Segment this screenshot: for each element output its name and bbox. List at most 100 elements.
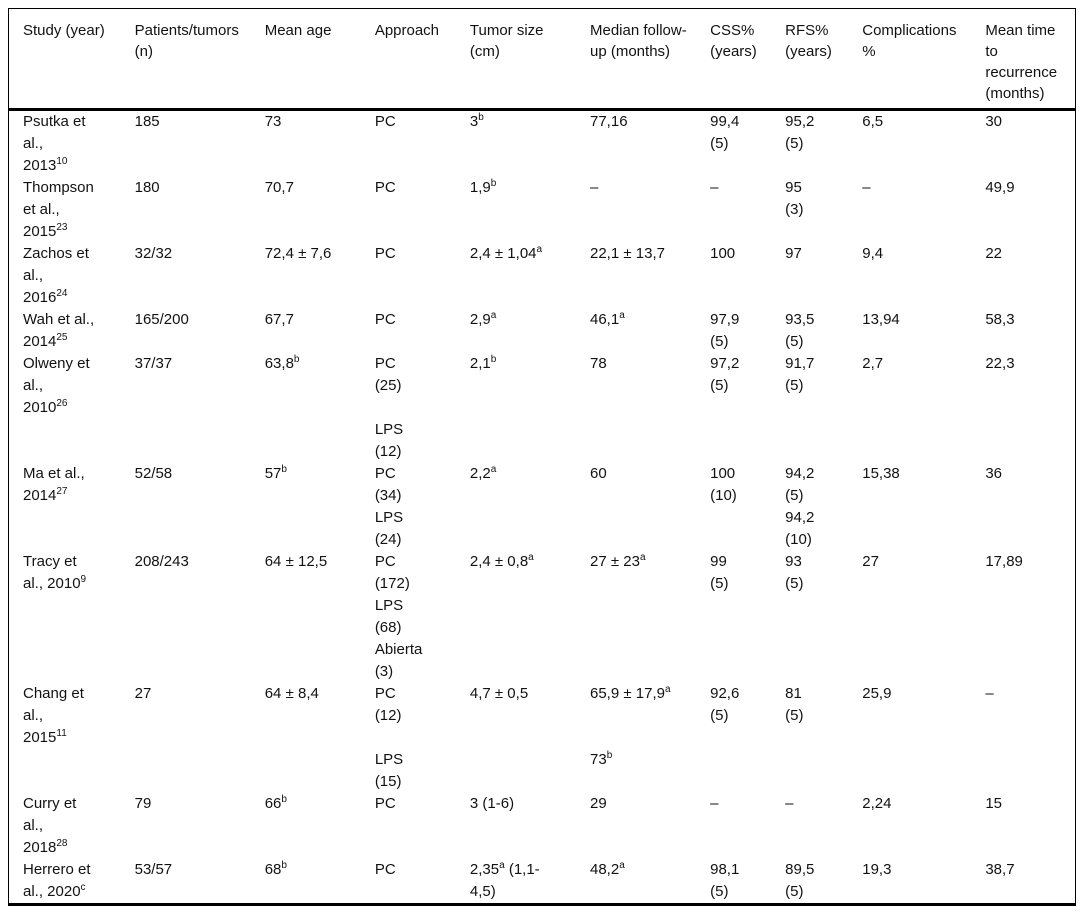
table-row: Thompson et al., 201523 180 70,7 PC 1,9b – –95 (3… (9, 177, 1076, 243)
cell-line: (5) (710, 575, 729, 592)
cell-line: (5) (710, 333, 729, 350)
cell-line: 99 (710, 553, 727, 570)
cell-line: 201511 (23, 728, 67, 747)
table-row: Zachos et al., 201624 32/32 72,4 ± 7,6 PC 2,4 … (9, 243, 1076, 309)
cell-patients: 180 (135, 177, 265, 243)
cell-line: to (985, 43, 998, 60)
cell-line: (5) (710, 135, 729, 152)
cell-line: (5) (785, 707, 804, 724)
cell-line: 201523 (23, 222, 68, 241)
cell-line: Median follow- (590, 22, 687, 39)
cell-line: Abierta (374, 641, 423, 658)
cell-line: 65,9 ± 17,9a (590, 684, 671, 703)
cell-line: (5) (710, 377, 729, 394)
cell-line: 94,2 (785, 509, 815, 526)
cell-rfs: 95,2 (5) (785, 110, 862, 178)
cell-complications: 2,7 (862, 353, 985, 463)
cell-line: 49,9 (985, 179, 1015, 196)
superscript: b (490, 354, 497, 365)
cell-line: (years) (710, 43, 757, 60)
cell-line: Tracy et (23, 553, 77, 570)
superscript: b (281, 860, 287, 871)
cell-line: (5) (785, 333, 804, 350)
cell-approach: PC (25) LPS (12) (375, 353, 470, 463)
cell-patients: 32/32 (135, 243, 265, 309)
cell-line: 15 (985, 795, 1003, 812)
cell-line: 1,9b (469, 178, 497, 197)
cell-line: (5) (785, 575, 804, 592)
cell-line: 30 (985, 113, 1003, 130)
cell-line: 81 (785, 685, 802, 702)
cell-approach: PC (375, 793, 470, 859)
cell-rfs: 89,5 (5) (785, 859, 862, 905)
cell-study: Zachos et al., 201624 (9, 243, 135, 309)
cell-mean_age: 68b (265, 859, 375, 905)
cell-tumor_size: 2,2a (470, 463, 590, 551)
superscript: b (281, 464, 287, 475)
cell-line: 4,7 ± 0,5 (469, 685, 529, 702)
cell-line: 201026 (23, 398, 68, 417)
cell-line: PC (374, 795, 396, 812)
superscript: a (490, 310, 497, 321)
cell-line: 2,1b (469, 354, 497, 373)
cell-line: Curry et (23, 795, 77, 812)
cell-line: (25) (374, 377, 402, 394)
cell-line: 95 (785, 179, 802, 196)
cell-complications: 25,9 (862, 683, 985, 793)
cell-line: (cm) (469, 43, 500, 60)
cell-line: LPS (374, 751, 404, 768)
cell-rfs: – (785, 793, 862, 859)
cell-line: up (months) (590, 43, 671, 60)
cell-line: 57b (264, 464, 287, 483)
column-header-study: Study (year) (8, 8, 135, 111)
cell-approach: PC (12) LPS (15) (375, 683, 470, 793)
superscript: 10 (56, 156, 68, 167)
cell-complications: 13,94 (862, 309, 985, 353)
cell-line: 2,2a (469, 464, 497, 483)
cell-line: 52/58 (134, 465, 173, 482)
cell-line: 25,9 (862, 685, 892, 702)
cell-approach: PC (375, 110, 470, 178)
cell-line: 97,2 (710, 355, 740, 372)
cell-line: 201828 (23, 838, 68, 857)
cell-study: Chang et al., 201511 (9, 683, 135, 793)
cell-approach: PC (34) LPS (24) (375, 463, 470, 551)
cell-line: al., (23, 707, 44, 724)
cell-study: Thompson et al., 201523 (9, 177, 135, 243)
cell-line: PC (374, 355, 396, 372)
cell-line (590, 705, 702, 727)
cell-line: al., (23, 135, 44, 152)
cell-rfs: 81 (5) (785, 683, 862, 793)
cell-follow_up: 27 ± 23a (590, 551, 710, 683)
cell-line: 94,2 (785, 465, 815, 482)
cell-tumor_size: 2,4 ± 1,04a (470, 243, 590, 309)
cell-line: 48,2a (590, 860, 625, 879)
cell-line: 93,5 (785, 311, 815, 328)
cell-approach: PC (375, 177, 470, 243)
cell-line: Approach (374, 22, 440, 39)
cell-line: 66b (264, 794, 287, 813)
cell-line: 97,9 (710, 311, 740, 328)
column-header-recurrence_time: Mean time to recurrence (months) (985, 8, 1076, 111)
cell-line: 36 (985, 465, 1003, 482)
cell-complications: 27 (862, 551, 985, 683)
cell-line: (34) (374, 487, 402, 504)
table-row: Psutka et al., 201310 185 73 PC 3b 77,16 99,4 (5)… (9, 110, 1076, 178)
cell-line: (12) (374, 443, 402, 460)
cell-line: 72,4 ± 7,6 (264, 245, 332, 262)
cell-line: al., (23, 817, 44, 834)
cell-line: (3) (785, 201, 804, 218)
cell-line: 91,7 (785, 355, 815, 372)
column-header-complications: Complications% (862, 8, 986, 111)
cell-line: Wah et al., (23, 311, 95, 328)
column-header-mean_age: Mean age (264, 8, 375, 111)
cell-complications: 9,4 (862, 243, 985, 309)
cell-tumor_size: 2,1b (470, 353, 590, 463)
cell-follow_up: 22,1 ± 13,7 (590, 243, 710, 309)
table-row: Wah et al., 201425 165/200 67,7 PC 2,9a 46,1a 9… (9, 309, 1076, 353)
studies-table: Study (year) Patients/tumors (n) Mean age Ap… (8, 8, 1076, 906)
cell-study: Wah et al., 201425 (9, 309, 135, 353)
cell-line: – (710, 795, 719, 812)
cell-css: – (710, 793, 785, 859)
